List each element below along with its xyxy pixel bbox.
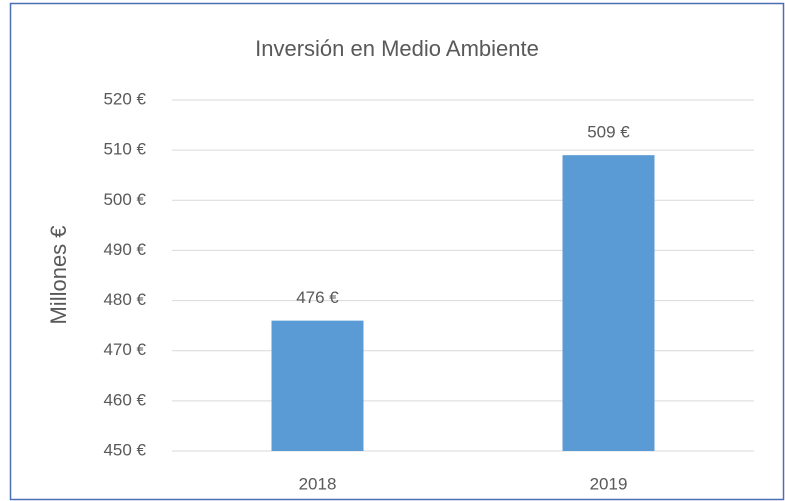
y-tick-label: 470 € [103, 340, 146, 359]
value-label: 509 € [587, 123, 630, 142]
y-tick-label: 490 € [103, 240, 146, 259]
chart-title: Inversión en Medio Ambiente [255, 36, 539, 61]
x-tick-label: 2018 [299, 474, 337, 493]
y-tick-label: 480 € [103, 290, 146, 309]
bar [562, 155, 655, 451]
y-tick-label: 500 € [103, 190, 146, 209]
y-tick-label: 460 € [103, 390, 146, 409]
y-tick-label: 450 € [103, 440, 146, 459]
chart-border [9, 2, 785, 501]
bar [271, 320, 364, 451]
y-axis-label: Millones € [46, 225, 71, 324]
x-tick-label: 2019 [590, 474, 628, 493]
value-label: 476 € [296, 288, 339, 307]
y-tick-label: 510 € [103, 140, 146, 159]
y-tick-label: 520 € [103, 89, 146, 108]
